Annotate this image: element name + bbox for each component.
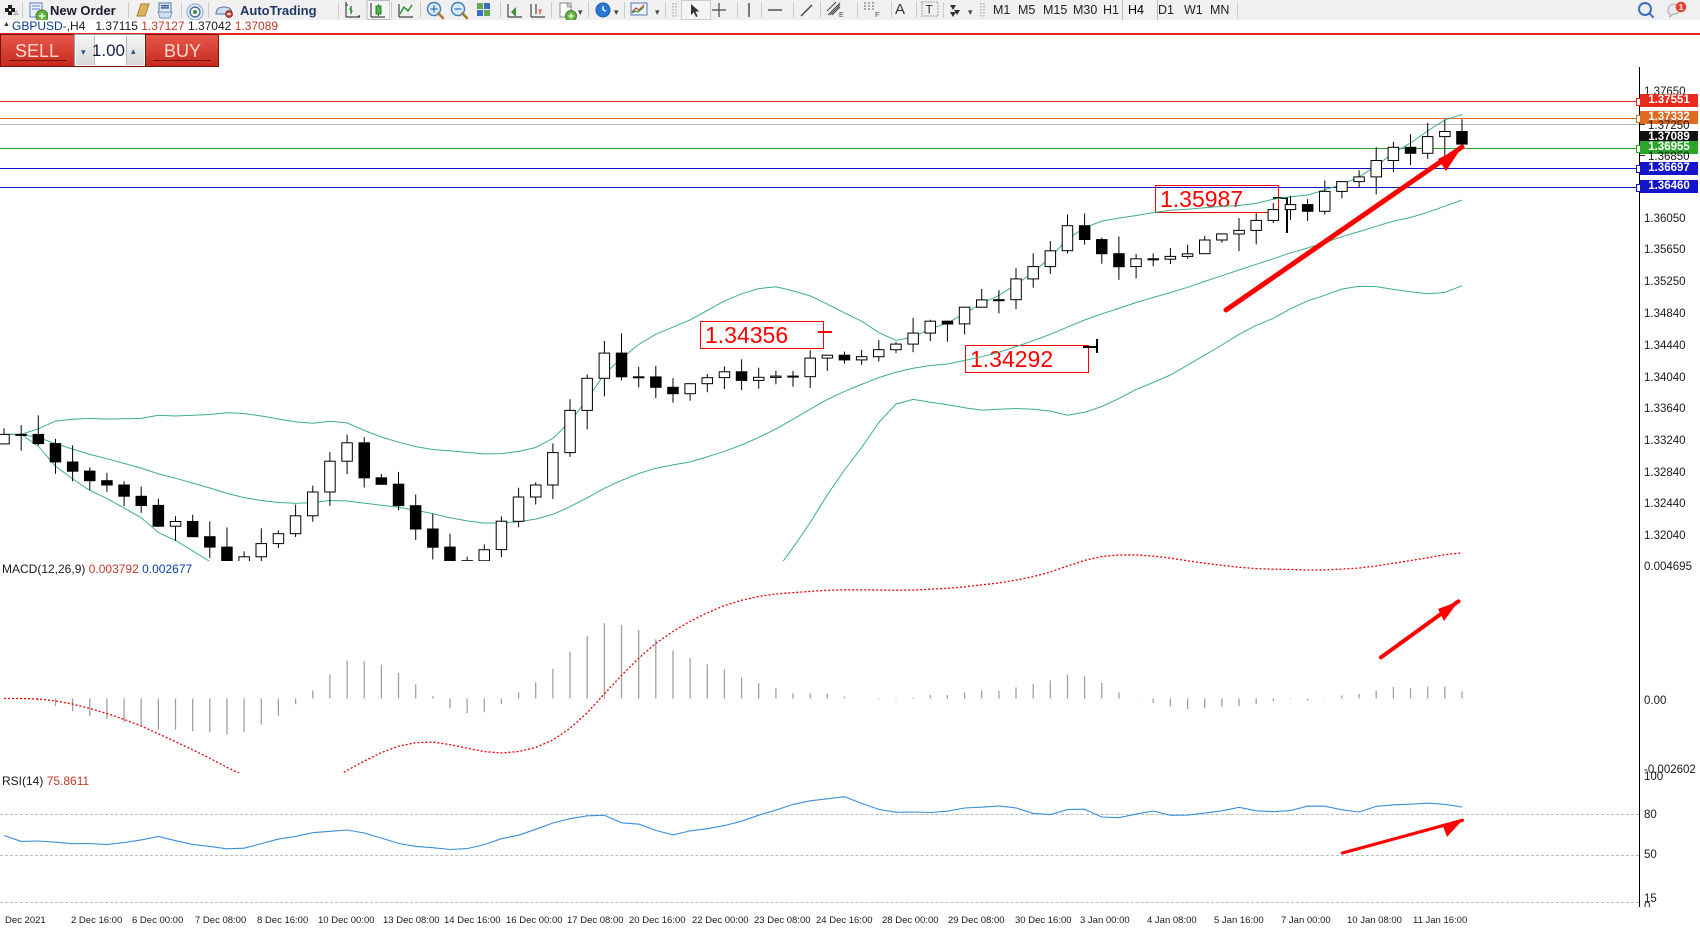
svg-text:F: F (875, 12, 879, 19)
svg-text:1: 1 (1679, 2, 1684, 12)
svg-text:E: E (839, 12, 844, 19)
svg-text:T: T (926, 3, 934, 17)
